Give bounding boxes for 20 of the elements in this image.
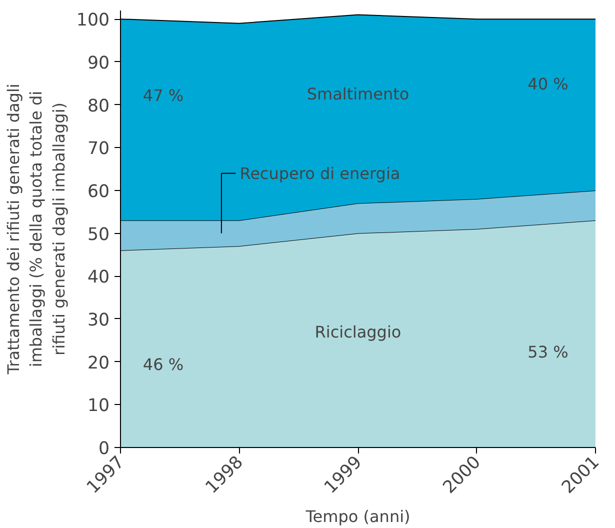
legend-label: Recupero di energia bbox=[240, 164, 400, 183]
series-label: Riciclaggio bbox=[314, 322, 402, 342]
series-label: Smaltimento bbox=[306, 84, 410, 104]
y-tick-label: 30 bbox=[87, 310, 110, 330]
y-tick-label: 80 bbox=[87, 96, 110, 116]
y-tick-label: 20 bbox=[87, 353, 110, 374]
annotation: 40 % bbox=[528, 74, 568, 94]
y-axis-title: Trattamento dei rifiuti generati dagli imballaggi (% della quota totale di rifiuti generati dagli imballaggi) bbox=[4, 84, 68, 376]
y-tick-label: 70 bbox=[87, 139, 110, 160]
y-tick-label: 0 bbox=[98, 439, 110, 459]
annotation: 46 % bbox=[142, 355, 184, 374]
y-tick-label: 100 bbox=[76, 10, 110, 31]
y-tick-label: 10 bbox=[87, 396, 110, 416]
y-tick-label: 50 bbox=[87, 224, 110, 245]
y-tick-label: 60 bbox=[87, 182, 110, 202]
y-tick-label: 90 bbox=[87, 53, 110, 74]
annotation: 53 % bbox=[528, 342, 568, 362]
y-tick-label: 40 bbox=[87, 268, 110, 288]
x-axis-title: Tempo (anni) bbox=[304, 506, 410, 526]
annotation: 47 % bbox=[142, 86, 184, 106]
